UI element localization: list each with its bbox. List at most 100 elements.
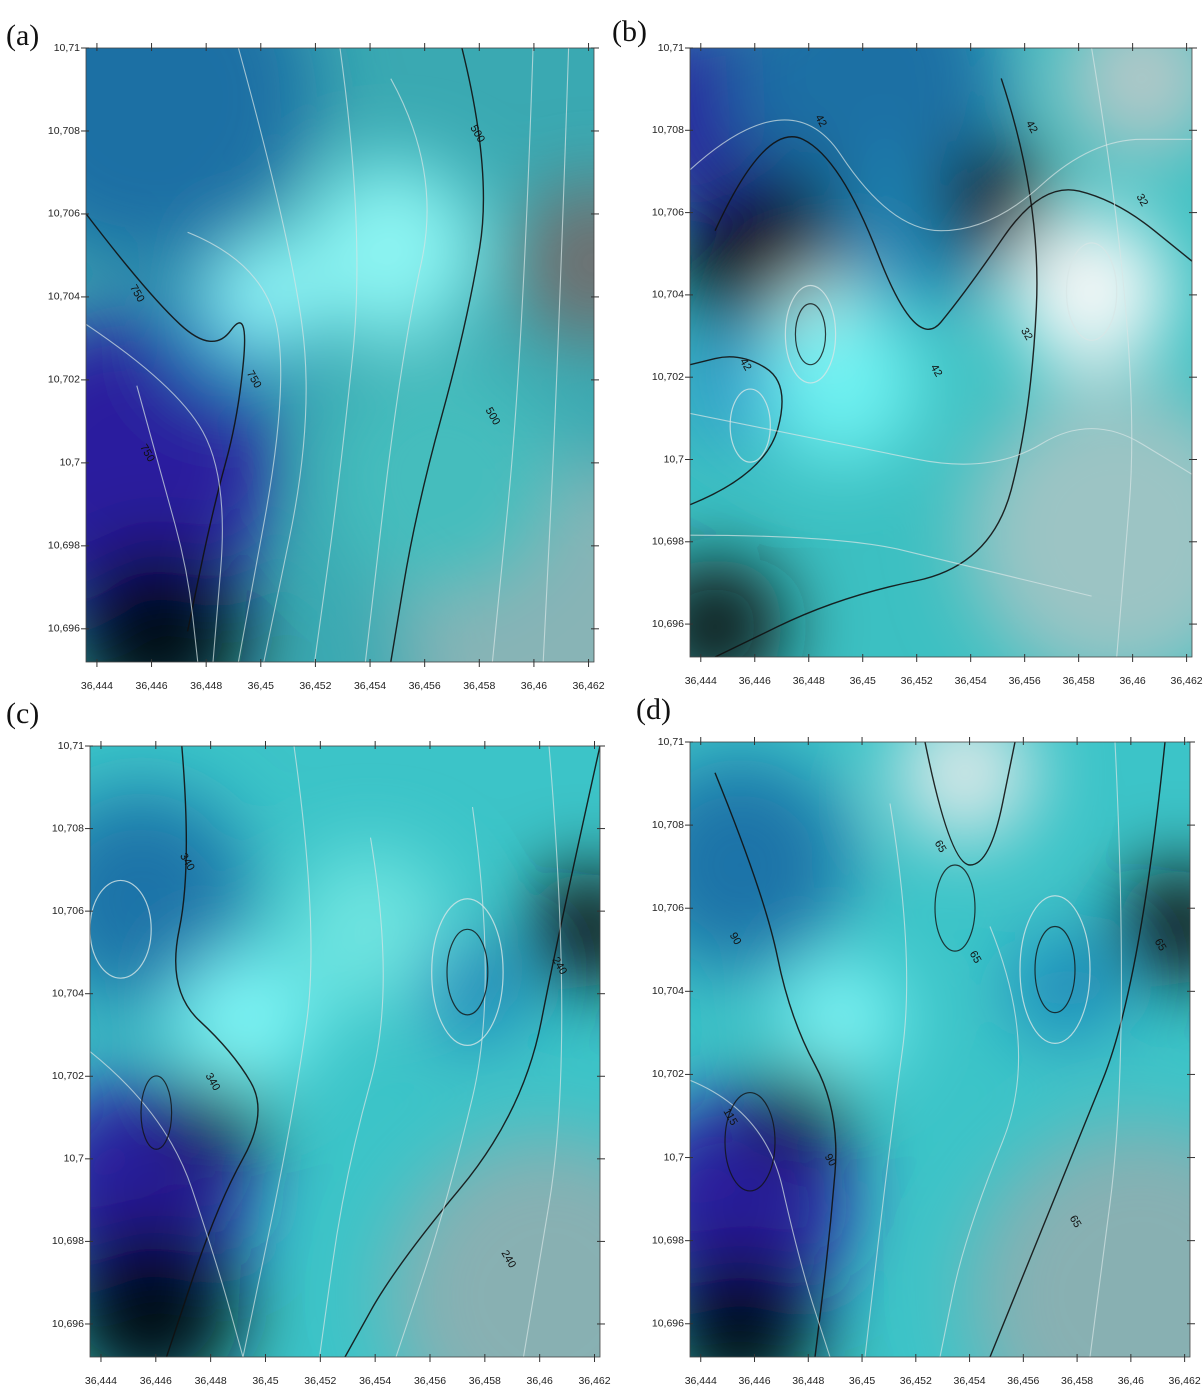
shade <box>86 48 317 268</box>
contour-line <box>364 78 428 662</box>
panel-label: (a) <box>6 19 39 52</box>
contour-label: 42 <box>928 362 945 379</box>
shade <box>895 742 1035 843</box>
x-tick-label: 36,446 <box>135 680 167 692</box>
contour-line <box>939 926 1020 1357</box>
x-tick-label: 36,454 <box>354 680 386 692</box>
contour-line <box>318 837 384 1357</box>
shade <box>1120 866 1190 987</box>
contour-label: 32 <box>1134 192 1151 209</box>
contour-map <box>690 48 1192 657</box>
contour-line <box>690 534 1092 597</box>
contour-ring <box>140 1075 173 1150</box>
x-tick-label: 36,45 <box>252 1375 278 1387</box>
contour-line <box>165 746 259 1357</box>
x-tick-label: 36,46 <box>1118 1375 1144 1387</box>
contour-label: 42 <box>1023 119 1040 136</box>
shade <box>300 160 481 341</box>
contour-line <box>86 323 223 662</box>
y-tick-label: 10,708 <box>52 822 84 834</box>
y-tick-label: 10,708 <box>652 124 684 136</box>
contour-ring <box>431 898 504 1046</box>
x-tick-label: 36,46 <box>527 1375 553 1387</box>
x-tick-label: 36,45 <box>850 675 876 687</box>
y-tick-label: 10,706 <box>52 905 84 917</box>
x-tick-label: 36,452 <box>900 1375 932 1387</box>
y-tick-label: 10,698 <box>652 536 684 548</box>
y-tick-label: 10,704 <box>652 289 684 301</box>
contour-line <box>314 48 358 662</box>
contour-line <box>924 742 1016 866</box>
x-tick-label: 36,46 <box>521 680 547 692</box>
x-tick-label: 36,452 <box>304 1375 336 1387</box>
x-tick-label: 36,458 <box>463 680 495 692</box>
shade <box>690 1246 820 1357</box>
shade <box>514 182 594 343</box>
contour-label: 65 <box>1067 1213 1084 1230</box>
y-tick-label: 10,698 <box>652 1234 684 1246</box>
shade <box>422 940 523 1041</box>
contour-line <box>344 746 600 1357</box>
plot-frame <box>689 741 1191 1358</box>
shade <box>1061 48 1192 159</box>
shade <box>730 170 851 291</box>
y-tick-label: 10,702 <box>652 1068 684 1080</box>
contour-line <box>522 746 563 1357</box>
contour-ring <box>794 303 827 366</box>
x-tick-label: 36,454 <box>359 1375 391 1387</box>
y-tick-label: 10,7 <box>664 453 685 465</box>
x-tick-label: 36,462 <box>572 680 604 692</box>
contour-line <box>690 412 1192 475</box>
y-tick-label: 10,696 <box>48 623 80 635</box>
shade <box>529 869 600 990</box>
contour-label: 90 <box>822 1152 839 1169</box>
y-tick-label: 10,696 <box>652 618 684 630</box>
y-tick-label: 10,704 <box>52 987 84 999</box>
x-tick-label: 36,444 <box>85 1375 117 1387</box>
y-tick-label: 10,702 <box>52 1070 84 1082</box>
contour-map <box>86 48 594 662</box>
shade <box>90 788 251 1009</box>
y-tick-label: 10,706 <box>652 206 684 218</box>
panel: (a) 36,444 36,446 36,448 36,45 36,452 36,454 36… <box>6 19 605 692</box>
contour-line <box>390 48 485 662</box>
x-tick-label: 36,45 <box>248 680 274 692</box>
x-tick-label: 36,446 <box>739 675 771 687</box>
shade <box>780 958 900 1079</box>
x-tick-label: 36,448 <box>195 1375 227 1387</box>
contour-label: 65 <box>967 949 984 966</box>
contour-line <box>989 742 1166 1357</box>
contour-ring <box>729 388 771 463</box>
contour-line <box>542 48 570 662</box>
contour-line <box>714 78 1038 657</box>
contour-line <box>714 772 837 1357</box>
y-tick-label: 10,706 <box>48 208 80 220</box>
shade <box>213 243 314 344</box>
y-tick-label: 10,696 <box>652 1318 684 1330</box>
shading <box>86 48 594 662</box>
x-tick-label: 36,462 <box>1171 675 1203 687</box>
y-tick-label: 10,698 <box>48 540 80 552</box>
contour-map <box>690 742 1190 1357</box>
x-tick-label: 36,456 <box>1009 675 1041 687</box>
panel-label: (b) <box>612 15 647 48</box>
x-tick-label: 36,462 <box>1169 1375 1201 1387</box>
y-tick-label: 10,706 <box>652 902 684 914</box>
contour-label: 65 <box>932 838 949 855</box>
y-tick-label: 10,698 <box>52 1235 84 1247</box>
shade <box>931 140 1052 261</box>
contour-line <box>1089 742 1122 1357</box>
shade <box>290 849 451 1010</box>
contour-line <box>491 48 534 662</box>
contour-label: 65 <box>1152 937 1169 954</box>
y-tick-label: 10,71 <box>658 42 684 54</box>
shade <box>321 357 562 598</box>
x-tick-label: 36,448 <box>793 675 825 687</box>
y-tick-label: 10,71 <box>658 736 684 748</box>
shade <box>389 1135 600 1357</box>
panel-label: (d) <box>636 693 671 726</box>
panel: (d) 36,444 36,446 36,448 36,45 36,452 36,454 36… <box>636 693 1201 1387</box>
y-tick-label: 10,708 <box>652 819 684 831</box>
y-tick-label: 10,7 <box>664 1151 685 1163</box>
